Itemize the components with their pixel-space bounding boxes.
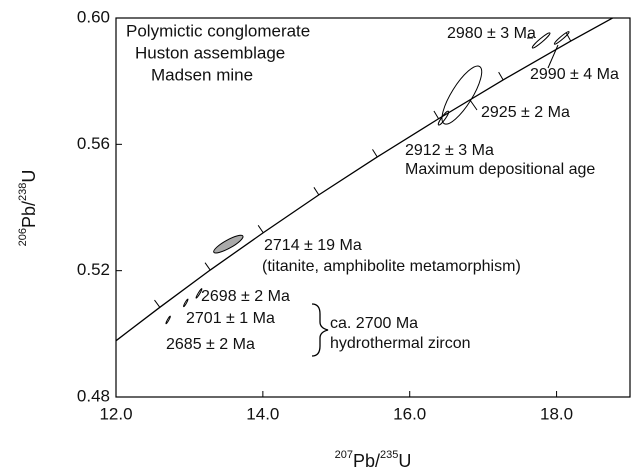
error-ellipse: [441, 65, 483, 125]
axis-label-mass: 207: [335, 449, 353, 461]
x-tick-label: 16.0: [393, 404, 426, 423]
leader-line: [469, 99, 478, 111]
age-tick: [154, 299, 161, 308]
error-ellipse: [553, 31, 570, 45]
axis-label-mass: 206: [17, 228, 29, 246]
y-tick-label: 0.52: [77, 260, 110, 279]
ellipse-label: 2925 ± 2 Ma: [481, 104, 570, 121]
chart-title: Polymictic conglomerate: [126, 21, 310, 40]
leader-line: [547, 44, 559, 69]
ellipse-label: 2701 ± 1 Ma: [186, 310, 275, 327]
plot-area: [106, 18, 614, 344]
plot-frame: [115, 17, 631, 398]
age-tick: [565, 32, 572, 42]
axis-label-element: Pb/: [353, 451, 380, 471]
x-tick-label: 14.0: [246, 404, 279, 423]
age-tick: [498, 71, 504, 81]
error-ellipse: [531, 32, 551, 49]
ellipse-label: 2990 ± 4 Ma: [530, 66, 619, 83]
x_label-label: 207Pb/235U: [335, 449, 412, 471]
x-tick-label: 12.0: [99, 404, 132, 423]
age-tick: [106, 337, 111, 344]
error-ellipse: [213, 234, 244, 254]
ellipse-label: 2714 ± 19 Ma: [264, 237, 362, 254]
y-tick-label: 0.48: [77, 386, 110, 405]
chart-title: Huston assemblage: [135, 43, 285, 62]
error-ellipse: [437, 110, 450, 126]
age-tick: [204, 262, 211, 271]
error-ellipse: [195, 288, 203, 299]
axis-label-mass: 238: [17, 183, 29, 201]
age-tick: [433, 110, 440, 120]
ellipse-label: 2698 ± 2 Ma: [201, 288, 290, 305]
error-ellipse: [165, 315, 171, 325]
axis-label-element: U: [19, 170, 39, 183]
annotation: Maximum depositional age: [405, 161, 595, 178]
age-tick: [372, 149, 378, 158]
annotation: ca. 2700 Ma: [330, 315, 418, 332]
age-tick: [313, 187, 320, 196]
annotation: (titanite, amphibolite metamorphism): [262, 258, 521, 275]
concordia-curve: [116, 18, 614, 342]
age-tick: [257, 225, 264, 234]
x-tick-label: 18.0: [540, 404, 573, 423]
y-tick-label: 0.56: [77, 134, 110, 153]
bracket: [311, 303, 329, 357]
ellipse-label: 2980 ± 3 Ma: [447, 25, 536, 42]
ellipse-label: 2912 ± 3 Ma: [405, 142, 494, 159]
y_label-label: 206Pb/238U: [17, 170, 39, 247]
ellipse-label: 2685 ± 2 Ma: [166, 336, 255, 353]
error-ellipse: [183, 298, 189, 308]
chart-title: Madsen mine: [151, 65, 253, 84]
y-tick-label: 0.60: [77, 7, 110, 26]
axis-label-element: Pb/: [19, 201, 39, 228]
axis-label-element: U: [398, 451, 411, 471]
annotation: hydrothermal zircon: [330, 335, 471, 352]
axis-label-mass: 235: [380, 449, 398, 461]
